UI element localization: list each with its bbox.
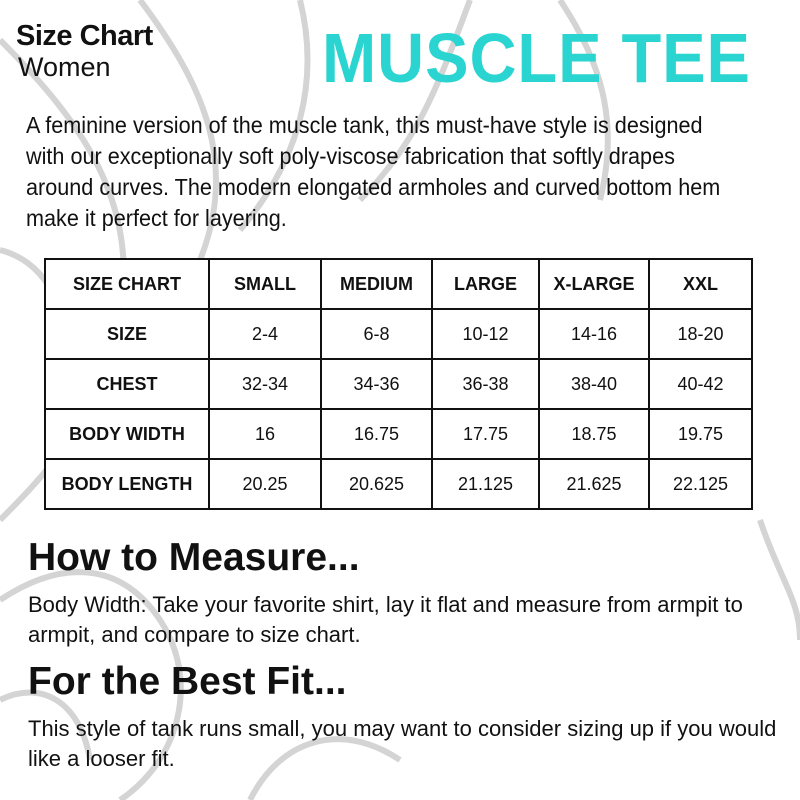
how-to-measure-heading: How to Measure...	[28, 536, 360, 579]
row-header: SIZE	[44, 308, 210, 360]
table-row: BODY LENGTH 20.25 20.625 21.125 21.625 22.125	[44, 458, 753, 510]
table-header-row: SIZE CHART SMALL MEDIUM LARGE X-LARGE XXL	[44, 258, 753, 310]
row-header: BODY LENGTH	[44, 458, 210, 510]
table-cell: 16.75	[320, 408, 433, 460]
row-header: BODY WIDTH	[44, 408, 210, 460]
column-header: SMALL	[208, 258, 322, 310]
best-fit-heading: For the Best Fit...	[28, 660, 347, 703]
size-chart-subtitle: Women	[18, 52, 111, 82]
table-cell: 14-16	[538, 308, 650, 360]
table-row: SIZE 2-4 6-8 10-12 14-16 18-20	[44, 308, 753, 360]
table-cell: 20.25	[208, 458, 322, 510]
table-cell: 10-12	[431, 308, 540, 360]
table-row: BODY WIDTH 16 16.75 17.75 18.75 19.75	[44, 408, 753, 460]
table-cell: 2-4	[208, 308, 322, 360]
column-header: SIZE CHART	[44, 258, 210, 310]
table-cell: 17.75	[431, 408, 540, 460]
table-cell: 16	[208, 408, 322, 460]
column-header: XXL	[648, 258, 753, 310]
column-header: LARGE	[431, 258, 540, 310]
table-cell: 21.125	[431, 458, 540, 510]
table-cell: 38-40	[538, 358, 650, 410]
table-cell: 18-20	[648, 308, 753, 360]
table-cell: 34-36	[320, 358, 433, 410]
product-title: MUSCLE TEE	[322, 19, 751, 97]
table-cell: 21.625	[538, 458, 650, 510]
table-cell: 40-42	[648, 358, 753, 410]
product-description: A feminine version of the muscle tank, t…	[26, 112, 721, 231]
size-chart-table: SIZE CHART SMALL MEDIUM LARGE X-LARGE XXL SIZE…	[44, 258, 753, 510]
table-cell: 32-34	[208, 358, 322, 410]
row-header: CHEST	[44, 358, 210, 410]
how-to-measure-text: Body Width: Take your favorite shirt, la…	[28, 592, 743, 647]
size-chart-title: Size Chart	[16, 20, 153, 52]
table-cell: 20.625	[320, 458, 433, 510]
column-header: X-LARGE	[538, 258, 650, 310]
table-cell: 36-38	[431, 358, 540, 410]
best-fit-text: This style of tank runs small, you may w…	[28, 716, 777, 771]
table-cell: 22.125	[648, 458, 753, 510]
table-cell: 6-8	[320, 308, 433, 360]
column-header: MEDIUM	[320, 258, 433, 310]
table-cell: 19.75	[648, 408, 753, 460]
table-cell: 18.75	[538, 408, 650, 460]
table-row: CHEST 32-34 34-36 36-38 38-40 40-42	[44, 358, 753, 410]
